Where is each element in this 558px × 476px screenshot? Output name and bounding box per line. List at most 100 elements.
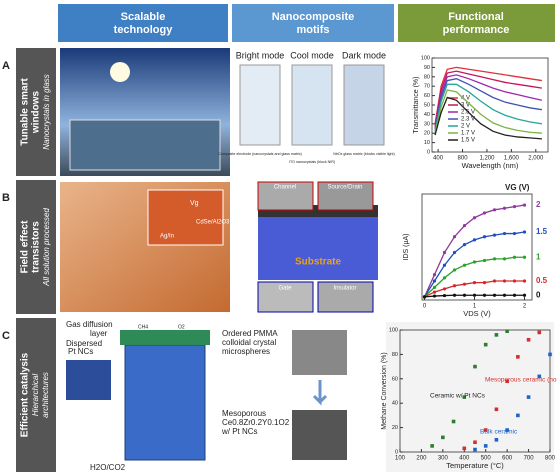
label: H2O/CO2	[90, 463, 126, 472]
sem-image	[292, 330, 347, 375]
x-tick-label: 800	[458, 156, 469, 162]
x-axis-label: Temperature (°C)	[446, 461, 504, 470]
x-tick-label: 800	[545, 456, 556, 462]
label: Tunable smart	[20, 78, 31, 146]
y-axis-label: IDS (µA)	[403, 234, 410, 261]
x-axis-label: VDS (V)	[463, 309, 491, 318]
x-axis-label: Wavelength (nm)	[462, 161, 519, 170]
x-tick-label: 1,200	[479, 156, 495, 162]
point	[482, 293, 487, 297]
x-tick-label: 600	[502, 456, 513, 462]
label: Ag/In	[160, 234, 174, 240]
point	[492, 279, 497, 283]
y-tick-label: 80	[392, 352, 398, 358]
point	[472, 293, 477, 297]
annotation: Mesoporous ceramic (no NCs)	[485, 377, 558, 384]
sem-image	[292, 410, 347, 460]
label: technology	[114, 24, 174, 36]
label: transistors	[31, 221, 42, 273]
point	[512, 205, 517, 209]
point	[462, 446, 467, 451]
point	[516, 355, 520, 359]
annotation: Bulk ceramic	[480, 429, 518, 436]
legend-label: 1.5 V	[461, 138, 475, 144]
label: motifs	[297, 24, 330, 36]
point	[442, 250, 447, 255]
label: O2	[178, 324, 185, 330]
header-bar	[398, 4, 555, 42]
legend-label: 2 V	[461, 124, 470, 130]
label: ITO nanocrystals (block NIR)	[289, 160, 335, 164]
series-line	[434, 74, 543, 128]
point	[526, 337, 531, 342]
series-line	[434, 66, 542, 124]
point	[502, 279, 507, 283]
label: Field effect	[20, 220, 31, 273]
point	[522, 230, 527, 234]
y-axis-label: Transmittance (%)	[413, 77, 420, 134]
y-tick-label: 50	[424, 102, 430, 108]
x-tick-label: 400	[459, 456, 470, 462]
label: C	[2, 330, 10, 342]
micrograph	[257, 281, 314, 313]
header-bar	[232, 4, 394, 42]
point	[483, 428, 488, 432]
label: Nanocrystals in glass	[42, 74, 51, 150]
point	[522, 203, 527, 207]
point	[512, 279, 517, 283]
label: CH4	[138, 324, 148, 330]
side-band	[16, 318, 56, 472]
label: Source/Drain	[327, 185, 362, 191]
point	[472, 280, 477, 285]
point	[432, 290, 437, 294]
point	[472, 238, 477, 242]
point	[462, 293, 467, 297]
motif-diagram	[291, 64, 333, 146]
label: Dispersed	[66, 339, 102, 348]
series-label: 0	[536, 290, 541, 299]
catalyst-column	[124, 344, 206, 461]
label: Composite electrode (nanocrystals and gl…	[218, 152, 302, 156]
point	[432, 273, 437, 277]
label: Ordered PMMA	[222, 329, 278, 338]
gas-diffusion-layer	[120, 330, 210, 345]
annotation: Ceramic w/ Pt NCs	[430, 393, 486, 400]
point	[462, 224, 467, 228]
point	[502, 231, 507, 236]
point	[492, 293, 497, 297]
point	[452, 235, 457, 239]
x-tick-label: 500	[481, 456, 492, 462]
point	[442, 263, 447, 267]
point	[522, 279, 527, 283]
point	[516, 413, 520, 418]
point	[502, 257, 507, 261]
label: Cool mode	[290, 50, 334, 60]
point	[472, 216, 477, 220]
y-tick-label: 70	[424, 84, 430, 90]
label: Pt NCs	[68, 347, 93, 356]
x-tick-label: 300	[438, 456, 449, 462]
series-label: 2	[536, 200, 541, 209]
label: w/ Pt NCs	[221, 427, 258, 436]
motif-diagram	[343, 64, 385, 146]
x-tick-label: 100	[395, 456, 406, 462]
x-tick-label: 1,600	[504, 156, 520, 162]
point	[462, 263, 467, 267]
point	[494, 333, 499, 337]
point	[482, 258, 487, 263]
label: Mesoporous	[222, 409, 266, 418]
point	[505, 428, 509, 432]
legend-label: 2.3 V	[461, 117, 475, 123]
x-tick-label: 200	[416, 456, 427, 462]
point	[432, 285, 437, 289]
inset	[66, 360, 111, 400]
point	[473, 447, 477, 452]
label: Gate	[278, 286, 292, 292]
y-tick-label: 100	[389, 327, 398, 333]
point	[512, 255, 517, 259]
point	[537, 330, 542, 335]
point	[473, 364, 477, 369]
series-label: 1.5	[536, 227, 548, 236]
x-tick-label: 2	[523, 304, 527, 310]
